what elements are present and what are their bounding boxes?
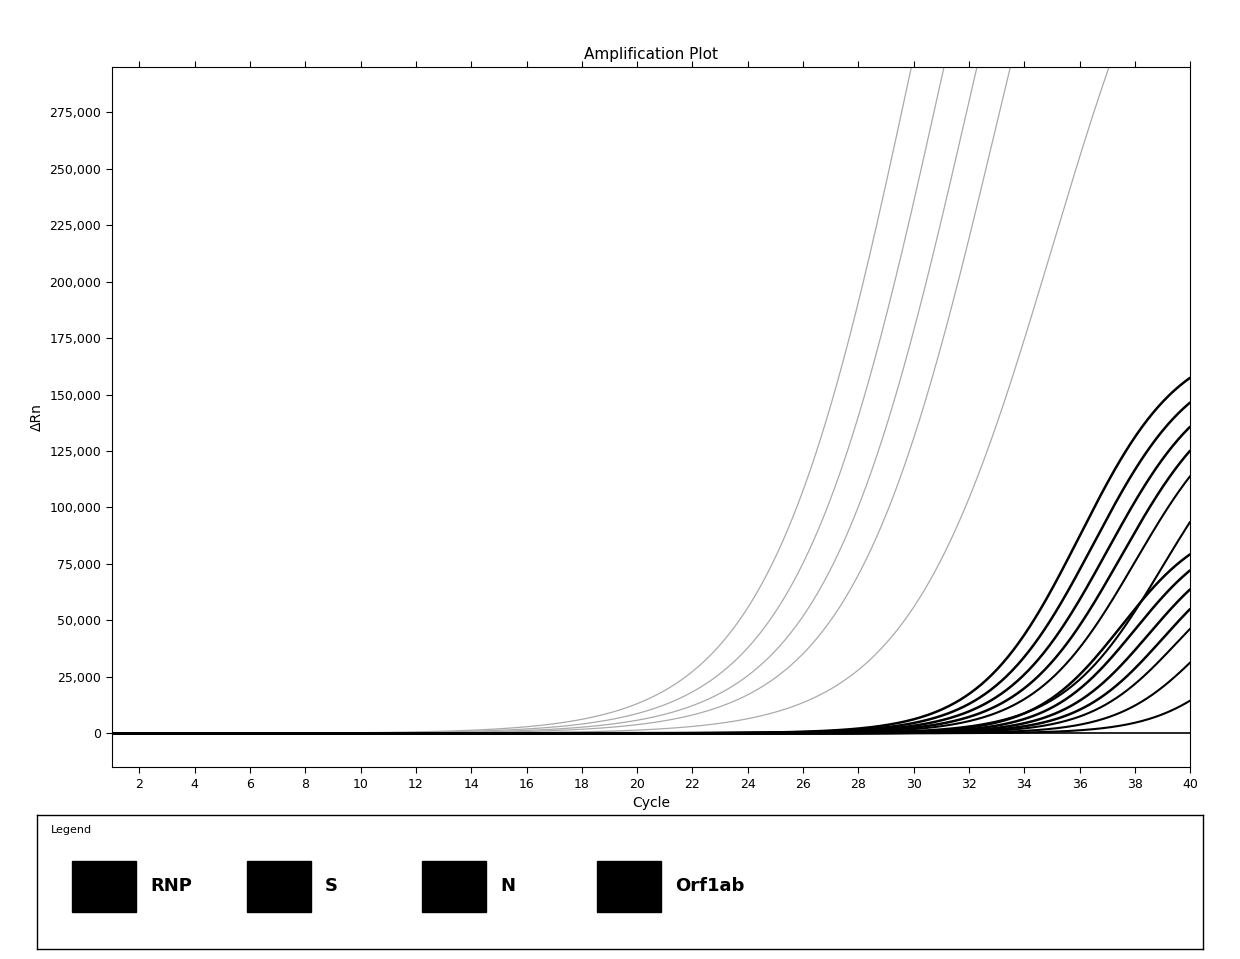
Bar [247, 861, 311, 912]
Text: N: N [500, 877, 515, 896]
Text: Legend: Legend [51, 825, 92, 834]
Bar [422, 861, 486, 912]
Title: Amplification Plot: Amplification Plot [584, 47, 718, 61]
X-axis label: Cycle: Cycle [632, 796, 670, 810]
Bar [72, 861, 136, 912]
Text: Orf1ab: Orf1ab [675, 877, 744, 896]
Text: S: S [325, 877, 339, 896]
Bar [596, 861, 661, 912]
Text: RNP: RNP [150, 877, 192, 896]
Y-axis label: ΔRn: ΔRn [30, 403, 43, 432]
